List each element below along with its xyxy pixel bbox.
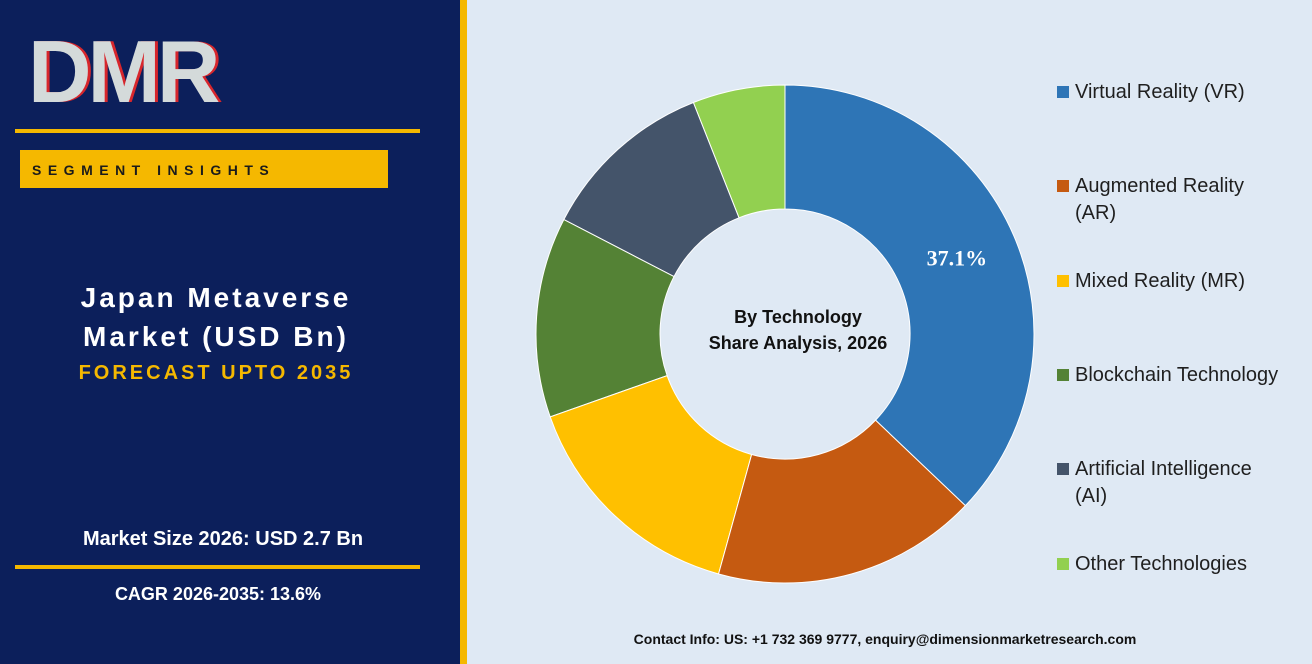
divider	[15, 565, 420, 569]
segment-label: SEGMENT INSIGHTS	[32, 162, 276, 178]
market-size: Market Size 2026: USD 2.7 Bn	[82, 528, 364, 550]
legend-item: Blockchain Technology	[1057, 363, 1297, 389]
legend-swatch	[1057, 369, 1069, 381]
center-text: Share Analysis, 2026	[709, 333, 887, 353]
legend-item: Augmented Reality (AR)	[1057, 174, 1297, 227]
legend-swatch	[1057, 558, 1069, 570]
slice	[717, 419, 967, 584]
legend-swatch	[1057, 275, 1069, 287]
legend-label: Augmented Reality (AR)	[1075, 175, 1244, 224]
data-label: 37.1%	[927, 245, 988, 270]
legend-swatch	[1057, 86, 1069, 98]
left-panel	[0, 0, 460, 664]
cagr: CAGR 2026-2035: 13.6%	[114, 584, 322, 604]
slice	[563, 101, 740, 278]
legend-item: Other Technologies	[1057, 552, 1297, 578]
forecast: FORECAST UPTO 2035	[78, 362, 354, 384]
legend-item: Mixed Reality (MR)	[1057, 269, 1297, 295]
center-text: By Technology	[734, 307, 862, 327]
accent-stripe	[460, 0, 467, 664]
legend-label: Blockchain Technology	[1075, 364, 1279, 386]
legend-label: Other Technologies	[1075, 553, 1247, 575]
title-line: Japan Metaverse	[80, 282, 352, 313]
legend-swatch	[1057, 180, 1069, 192]
divider	[15, 129, 420, 133]
legend-label: Virtual Reality (VR)	[1075, 81, 1245, 103]
legend-swatch	[1057, 463, 1069, 475]
slice	[535, 218, 675, 418]
legend-label: Artificial Intelligence (AI)	[1075, 458, 1252, 507]
title-line: Market (USD Bn)	[83, 321, 349, 352]
contact: Contact Info: US: +1 732 369 9777, enqui…	[633, 631, 1137, 647]
slice	[784, 84, 1035, 507]
logo: DMR	[28, 22, 220, 121]
legend-item: Virtual Reality (VR)	[1057, 80, 1297, 106]
legend-item: Artificial Intelligence (AI)	[1057, 457, 1297, 510]
segment-banner	[20, 150, 388, 188]
slice	[549, 374, 753, 575]
legend-label: Mixed Reality (MR)	[1075, 270, 1246, 292]
